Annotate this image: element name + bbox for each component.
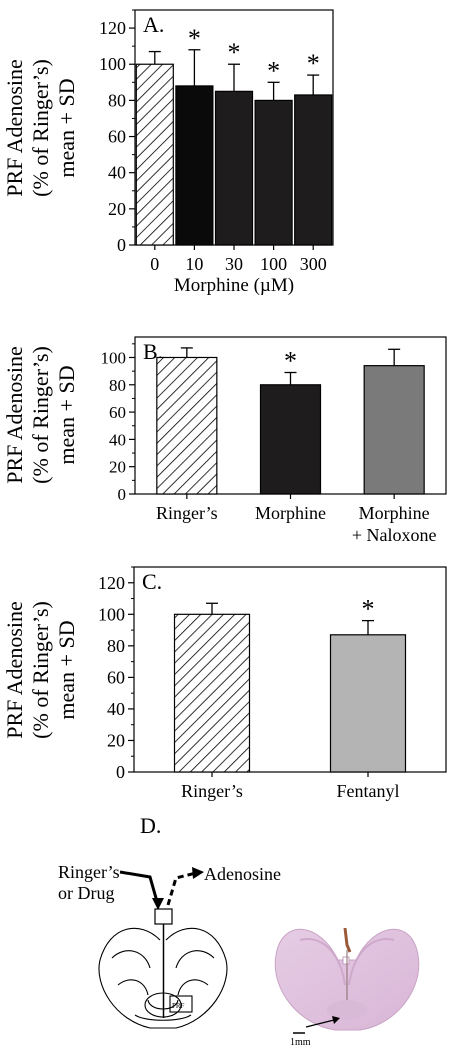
panel-c-chart: 0 20 40 60 80 100 120 PRF Adenosine (% of Ringer… (2, 566, 447, 801)
y-axis-label: PRF Adenosine (2, 346, 27, 484)
y-tick-label: 100 (101, 348, 127, 367)
panel-label: A. (143, 12, 164, 37)
panel-d-diagram: D. Ringer’s or Drug Adenosine PRF (58, 813, 420, 1048)
y-tick-label: 120 (98, 573, 125, 593)
x-tick-label: 100 (260, 254, 287, 274)
y-tick-label: 20 (107, 730, 125, 750)
x-tick-label: 30 (225, 254, 243, 274)
y-tick-label: 40 (107, 699, 125, 719)
x-tick-label: 10 (185, 254, 203, 274)
x-tick-label: Morphine (359, 503, 430, 523)
y-tick-label: 0 (116, 762, 125, 782)
panel-d-label: D. (140, 813, 161, 838)
x-tick-label: Fentanyl (337, 781, 400, 801)
y-tick-label: 80 (108, 90, 126, 110)
x-tick-label: Morphine (255, 503, 326, 523)
y-tick-label: 100 (98, 604, 125, 624)
y-axis-label: mean + SD (54, 620, 79, 719)
y-tick-label: 0 (118, 485, 127, 504)
microdialysis-probe-icon (154, 908, 173, 925)
input-label-line2: or Drug (58, 883, 115, 903)
significance-marker: * (307, 49, 320, 78)
panel-b-chart: 0 20 40 60 80 100 PRF Adenosine (% of Ringer’s)… (2, 336, 447, 545)
outflow-arrow (166, 871, 197, 906)
y-tick-label: 0 (117, 235, 126, 255)
significance-marker: * (267, 56, 280, 85)
y-tick-label: 40 (109, 430, 126, 449)
y-axis-label: (% of Ringer’s) (28, 59, 53, 197)
x-tick-label: 0 (150, 254, 159, 274)
x-tick-label: 300 (300, 254, 327, 274)
x-tick-label: Ringer’s (181, 781, 243, 801)
y-axis-label: PRF Adenosine (2, 59, 27, 197)
y-tick-label: 60 (108, 127, 126, 147)
region-label: PRF (172, 1002, 185, 1010)
panel-label: C. (142, 569, 162, 594)
scale-label: 1mm (290, 1037, 311, 1048)
bar (175, 85, 214, 246)
bar (135, 63, 174, 246)
brain-section-schematic-icon (98, 927, 228, 1029)
significance-marker: * (188, 24, 201, 53)
significance-marker: * (284, 346, 297, 375)
y-tick-label: 40 (108, 163, 126, 183)
inflow-arrowhead-icon (152, 898, 164, 910)
bar (173, 613, 251, 773)
y-tick-label: 80 (107, 636, 125, 656)
x-tick-label: Ringer’s (156, 503, 218, 523)
bar (254, 99, 293, 246)
outflow-arrowhead-icon (192, 867, 204, 879)
y-tick-label: 80 (109, 376, 126, 395)
y-tick-label: 60 (109, 403, 126, 422)
bar (363, 365, 425, 495)
output-label: Adenosine (204, 864, 281, 884)
significance-marker: * (362, 595, 375, 624)
probe-site-arrow (305, 1018, 339, 1028)
probe-site-arrowhead-icon (332, 1016, 340, 1024)
bar (214, 90, 254, 246)
bar (294, 94, 333, 246)
y-axis-label: (% of Ringer’s) (28, 601, 53, 739)
y-axis-label: mean + SD (54, 365, 79, 464)
y-tick-label: 120 (99, 18, 126, 38)
bar (329, 634, 407, 773)
bar (259, 384, 322, 495)
y-axis-label: mean + SD (54, 78, 79, 177)
y-tick-label: 60 (107, 667, 125, 687)
y-tick-label: 20 (108, 199, 126, 219)
histology-section-image (274, 927, 420, 1031)
significance-marker: * (228, 38, 241, 67)
y-axis-label: PRF Adenosine (2, 601, 27, 739)
y-tick-label: 20 (109, 458, 126, 477)
bar (156, 356, 218, 495)
input-label-line1: Ringer’s (58, 862, 120, 882)
inflow-arrow (119, 870, 160, 906)
plot-frame (133, 566, 447, 773)
x-axis-label: Morphine (µM) (174, 275, 294, 296)
y-axis-label: (% of Ringer’s) (28, 346, 53, 484)
y-tick-label: 100 (99, 54, 126, 74)
x-tick-label: + Naloxone (352, 525, 437, 545)
